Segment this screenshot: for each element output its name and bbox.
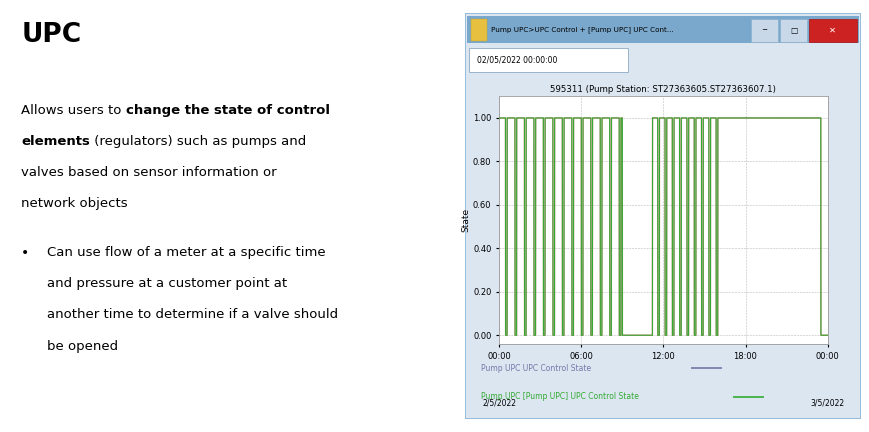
Text: Pump UPC UPC Control State: Pump UPC UPC Control State [481, 364, 591, 373]
Text: elements: elements [21, 135, 90, 148]
Bar [779, 19, 806, 42]
Text: (regulators) such as pumps and: (regulators) such as pumps and [90, 135, 306, 148]
Text: 2/5/2022: 2/5/2022 [481, 398, 515, 407]
Text: be opened: be opened [47, 340, 118, 353]
Text: 3/5/2022: 3/5/2022 [810, 398, 844, 407]
Text: and pressure at a customer point at: and pressure at a customer point at [47, 277, 287, 290]
Text: another time to determine if a valve should: another time to determine if a valve sho… [47, 308, 338, 321]
Text: Can use flow of a meter at a specific time: Can use flow of a meter at a specific ti… [47, 246, 325, 259]
Text: □: □ [789, 25, 796, 35]
Text: change the state of control: change the state of control [126, 104, 329, 117]
Text: ─: ─ [762, 27, 766, 33]
Text: valves based on sensor information or: valves based on sensor information or [21, 166, 276, 179]
Text: Allows users to: Allows users to [21, 104, 126, 117]
Text: Pump UPC [Pump UPC] UPC Control State: Pump UPC [Pump UPC] UPC Control State [481, 392, 638, 401]
Text: UPC: UPC [21, 22, 81, 48]
Text: 02/05/2022 00:00:00: 02/05/2022 00:00:00 [477, 56, 557, 64]
Text: Pump UPC>UPC Control + [Pump UPC] UPC Cont...: Pump UPC>UPC Control + [Pump UPC] UPC Co… [491, 27, 673, 33]
Y-axis label: State: State [461, 208, 469, 232]
Bar [751, 19, 777, 42]
Bar [467, 16, 859, 44]
Text: network objects: network objects [21, 197, 128, 210]
Text: ✕: ✕ [828, 25, 835, 35]
FancyBboxPatch shape [469, 48, 627, 72]
Bar [808, 19, 856, 42]
Title: 595311 (Pump Station: ST27363605.ST27363607.1): 595311 (Pump Station: ST27363605.ST27363… [550, 85, 775, 94]
Bar [471, 19, 487, 41]
Text: •: • [21, 246, 30, 260]
FancyBboxPatch shape [465, 13, 860, 419]
